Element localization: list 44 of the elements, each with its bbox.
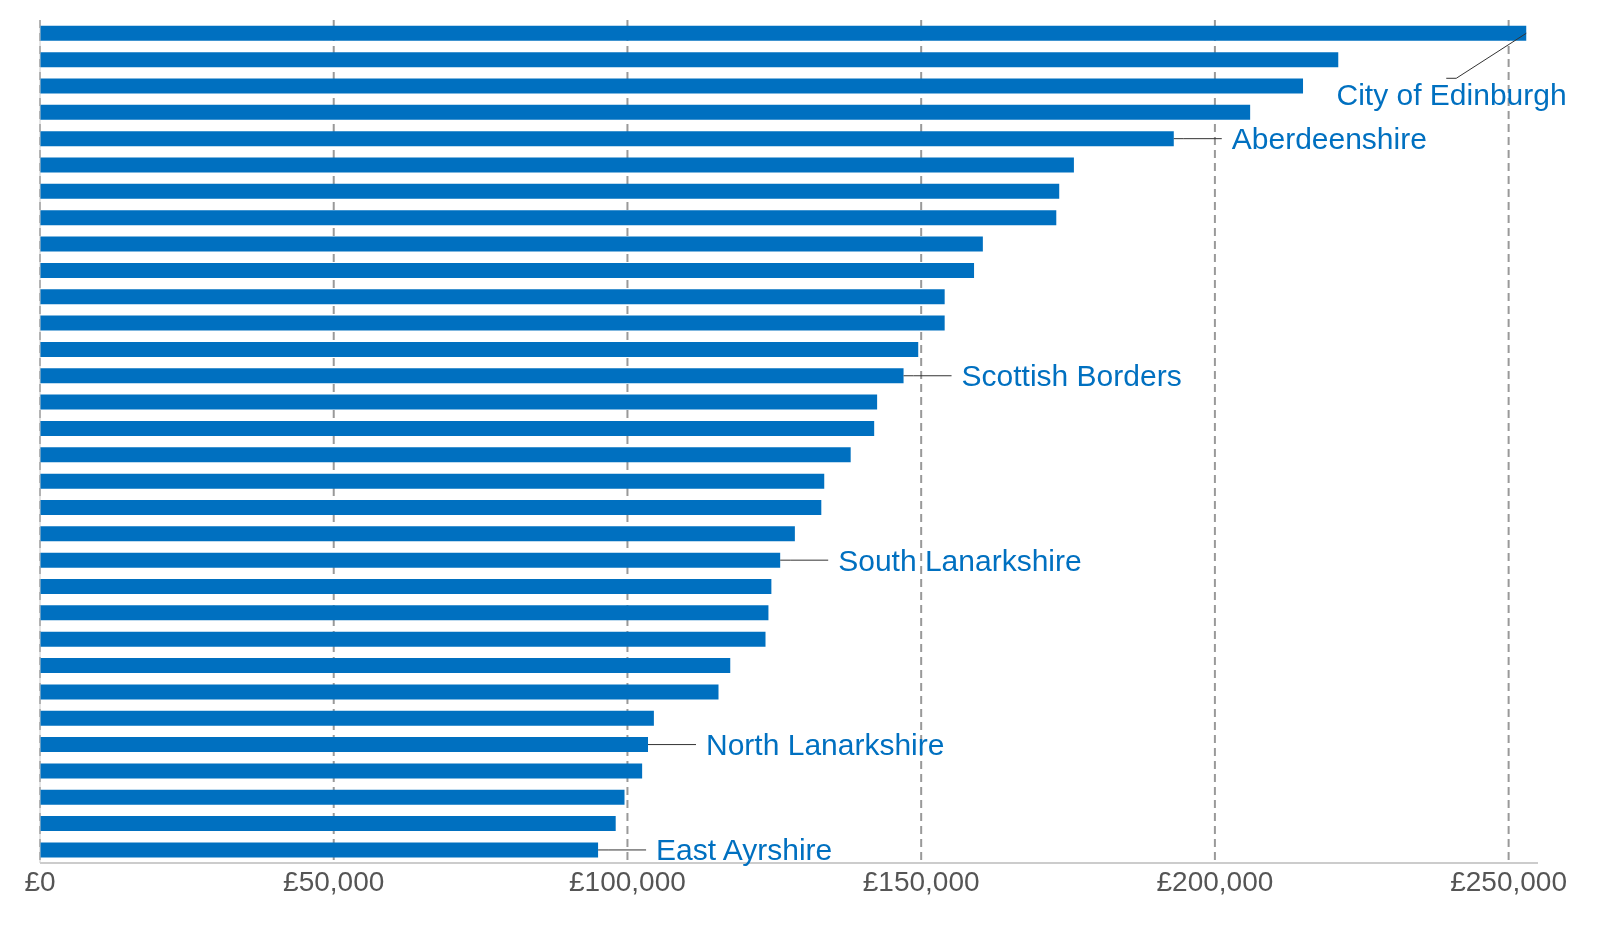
bar (40, 394, 878, 410)
x-tick-label: £0 (24, 865, 56, 897)
bar (40, 52, 1339, 68)
bar (40, 499, 822, 515)
bar (40, 605, 769, 621)
bar (40, 262, 975, 278)
bar (40, 763, 643, 779)
bar (40, 157, 1074, 173)
annotation: South Lanarkshire (838, 543, 1082, 577)
bar (40, 236, 983, 252)
bar (40, 341, 919, 357)
bar (40, 289, 945, 305)
bar (40, 579, 772, 595)
x-tick-label: £100,000 (569, 865, 686, 897)
bar (40, 842, 599, 858)
bar (40, 78, 1304, 94)
bar (40, 737, 649, 753)
bar (40, 816, 616, 832)
bar (40, 684, 719, 700)
bar (40, 552, 781, 568)
x-tick-label: £200,000 (1156, 865, 1274, 897)
bar (40, 789, 625, 805)
bar (40, 631, 766, 647)
annotation: North Lanarkshire (706, 728, 945, 762)
x-tick-label: £250,000 (1450, 865, 1568, 897)
annotation: Aberdeenshire (1231, 122, 1427, 156)
bar (40, 710, 654, 726)
bar (40, 25, 1527, 41)
bar (40, 420, 875, 436)
bar (40, 658, 731, 674)
bar (40, 473, 825, 489)
bar (40, 104, 1251, 120)
bar (40, 131, 1174, 147)
x-tick-label: £50,000 (283, 865, 385, 897)
bar (40, 368, 904, 384)
bar (40, 315, 945, 331)
annotation: Scottish Borders (961, 359, 1182, 393)
bar (40, 210, 1057, 226)
x-tick-label: £150,000 (862, 865, 980, 897)
bar (40, 183, 1060, 199)
bar (40, 447, 851, 463)
annotation: East Ayrshire (656, 833, 833, 867)
bar (40, 526, 795, 542)
annotation: City of Edinburgh (1336, 78, 1567, 112)
